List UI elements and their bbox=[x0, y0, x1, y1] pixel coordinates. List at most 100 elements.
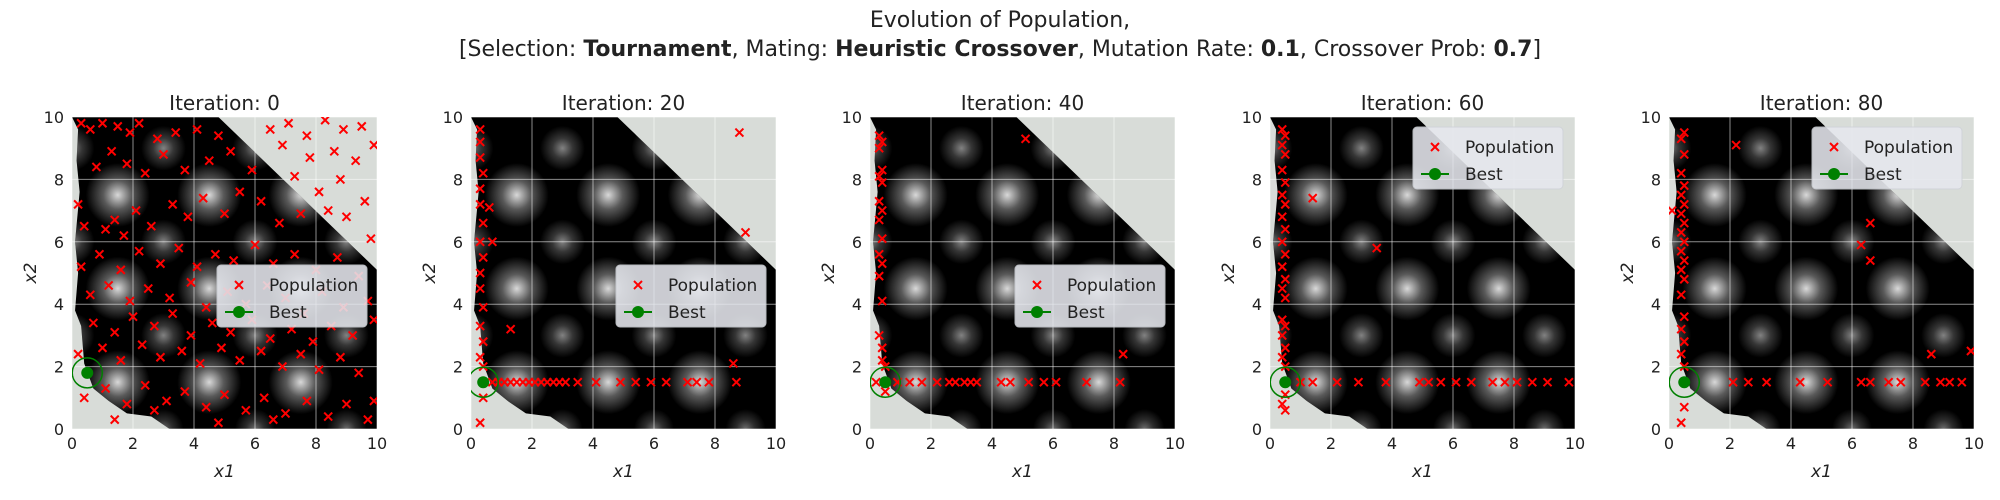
objective-peak bbox=[725, 409, 766, 429]
population-point bbox=[149, 321, 160, 331]
population-point bbox=[134, 246, 144, 256]
population-point bbox=[213, 131, 224, 141]
population-point bbox=[1277, 352, 1287, 362]
population-point bbox=[73, 199, 83, 210]
population-point bbox=[874, 143, 884, 153]
y-tick-label: 2 bbox=[852, 358, 862, 377]
best-point bbox=[879, 376, 892, 389]
population-point bbox=[106, 146, 117, 157]
population-point bbox=[615, 377, 626, 387]
population-point bbox=[1277, 330, 1287, 341]
objective-peak bbox=[1865, 350, 1930, 415]
population-point bbox=[314, 187, 324, 197]
population-point bbox=[195, 358, 205, 369]
population-point bbox=[353, 368, 364, 378]
population-point bbox=[174, 243, 184, 253]
objective-peak bbox=[939, 125, 984, 171]
objective-peak bbox=[1682, 163, 1747, 227]
population-point bbox=[591, 377, 601, 387]
population-point bbox=[1676, 134, 1686, 144]
population-point bbox=[302, 396, 312, 406]
y-tick-label: 0 bbox=[453, 420, 463, 439]
population-point bbox=[1676, 190, 1686, 200]
panel-title: Iteration: 60 bbox=[1361, 91, 1484, 115]
x-tick-label: 10 bbox=[1565, 434, 1585, 453]
population-point bbox=[167, 308, 178, 319]
objective-peak bbox=[576, 163, 641, 227]
population-point bbox=[100, 224, 111, 235]
x-tick-label: 10 bbox=[1165, 434, 1185, 453]
population-point bbox=[289, 249, 300, 259]
population-point bbox=[478, 218, 488, 228]
objective-peak bbox=[883, 256, 948, 321]
population-point bbox=[871, 377, 881, 387]
population-point bbox=[125, 296, 135, 306]
objective-peak bbox=[326, 409, 367, 429]
x-tick-label: 2 bbox=[128, 434, 138, 453]
best-halo bbox=[72, 357, 103, 389]
population-point bbox=[1896, 377, 1906, 387]
population-point bbox=[1957, 377, 1967, 387]
population-point bbox=[277, 361, 288, 372]
legend: Population Best bbox=[1811, 126, 1963, 190]
legend-best-marker bbox=[1031, 306, 1043, 318]
objective-peak bbox=[268, 350, 333, 415]
population-point bbox=[323, 411, 333, 422]
population-point bbox=[877, 296, 887, 306]
population-point bbox=[1676, 349, 1686, 359]
population-point bbox=[97, 343, 108, 353]
objective-peak bbox=[72, 125, 95, 171]
y-tick-label: 0 bbox=[1252, 420, 1262, 439]
population-point bbox=[1487, 377, 1498, 387]
population-point bbox=[704, 377, 714, 387]
population-point bbox=[1679, 199, 1689, 210]
population-point bbox=[204, 155, 214, 166]
selection-label: [Selection: bbox=[459, 37, 583, 62]
population-point bbox=[192, 262, 202, 272]
population-point bbox=[1926, 349, 1937, 359]
population-point bbox=[475, 124, 485, 135]
objective-peak bbox=[1466, 256, 1531, 321]
population-point bbox=[475, 321, 485, 331]
objective-peak bbox=[540, 125, 585, 171]
x-tick-label: 8 bbox=[1908, 434, 1918, 453]
population-point bbox=[1676, 227, 1686, 238]
population-point bbox=[1277, 399, 1287, 409]
legend-population-label: Population bbox=[1864, 138, 1953, 158]
population-point bbox=[140, 168, 150, 178]
legend-best-marker bbox=[632, 306, 644, 318]
y-tick-label: 10 bbox=[44, 108, 64, 127]
y-tick-label: 6 bbox=[54, 233, 64, 252]
objective-peak bbox=[576, 350, 641, 415]
x-tick-label: 8 bbox=[311, 434, 321, 453]
objective-peak bbox=[484, 256, 549, 321]
population-point bbox=[277, 140, 288, 150]
population-point bbox=[207, 318, 218, 328]
population-point bbox=[1277, 262, 1287, 272]
y-tick-label: 0 bbox=[852, 420, 862, 439]
population-point bbox=[484, 202, 495, 213]
population-point bbox=[1920, 377, 1930, 387]
population-point bbox=[1728, 377, 1738, 387]
legend: Population Best bbox=[1412, 126, 1564, 190]
population-point bbox=[155, 258, 166, 269]
population-point bbox=[247, 165, 257, 175]
population-point bbox=[1372, 243, 1382, 253]
population-point bbox=[76, 262, 86, 272]
population-point bbox=[475, 199, 485, 210]
x-tick-label: 2 bbox=[926, 434, 936, 453]
population-point bbox=[1280, 131, 1290, 141]
best-halo bbox=[870, 366, 901, 398]
population-point bbox=[475, 237, 485, 247]
population-point bbox=[1081, 377, 1092, 387]
population-point bbox=[366, 233, 376, 244]
population-point bbox=[1542, 377, 1553, 387]
population-point bbox=[475, 283, 485, 294]
legend-population-marker bbox=[1032, 280, 1042, 290]
population-point bbox=[1332, 377, 1342, 387]
population-point bbox=[85, 290, 96, 300]
population-point bbox=[85, 124, 96, 135]
population-point bbox=[478, 302, 488, 313]
population-point bbox=[335, 174, 346, 185]
mating-label: , Mating: bbox=[732, 37, 836, 62]
